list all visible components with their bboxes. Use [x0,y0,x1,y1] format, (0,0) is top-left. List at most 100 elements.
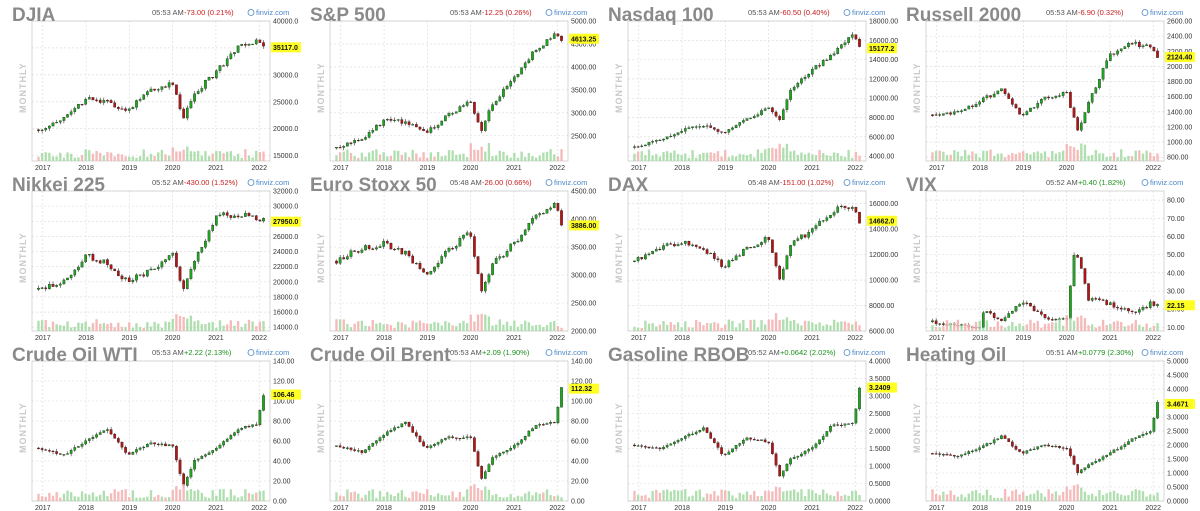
candle [109,100,113,103]
finviz-brand[interactable]: finviz.com [1150,178,1183,187]
chart-panel-gasoline-rbob[interactable]: 4.0000 3.5000 3.0000 2.5000 2.0000 1.5000 1.00… [600,341,897,511]
chart-panel-dax[interactable]: 16000.00 14000.00 12000.00 10000.00 8000.00 6… [600,171,898,342]
plot-frame [627,190,867,332]
volume-bar [255,326,258,331]
volume-bar [945,494,949,501]
period-label: MONTHLY [18,402,28,453]
volume-bar [655,153,658,161]
finviz-brand[interactable]: finviz.com [256,178,289,187]
x-tick-label: 2018 [972,335,988,342]
chart-panel-nasdaq-100[interactable]: 18000.00 16000.00 14000.00 12000.00 10000.00… [600,1,898,172]
finviz-brand[interactable]: finviz.com [852,8,885,17]
finviz-brand[interactable]: finviz.com [852,348,885,357]
chart-title[interactable]: VIX [906,175,937,196]
chart-title[interactable]: Euro Stoxx 50 [310,175,437,196]
volume-bar [840,155,843,161]
last-price-highlight [569,220,599,231]
volume-bar [811,322,814,331]
chart-title[interactable]: DJIA [12,5,56,26]
candle [713,127,716,130]
finviz-brand[interactable]: finviz.com [256,8,289,17]
volume-bar [800,325,803,331]
candle [942,323,945,325]
volume-bar [400,154,403,161]
volume-bar [255,150,258,161]
candle [1018,449,1021,452]
volume-bar [99,494,102,501]
candle [803,76,807,79]
volume-bar [429,495,433,501]
candle [814,65,818,70]
volume-bar [789,490,792,501]
candle [51,450,55,452]
chart-panel-nikkei-225[interactable]: 32000.030000.028000.026000.024000.022000… [4,171,301,342]
candle [1109,302,1112,305]
candle [207,230,211,242]
candle [218,65,222,71]
candle [542,45,545,49]
finviz-brand[interactable]: finviz.com [256,348,289,357]
candle [378,437,382,441]
volume-bar [938,495,941,501]
volume-bar [1116,320,1119,331]
volume-bar [120,326,124,331]
chart-panel-heating-oil[interactable]: 5.00004.50004.00003.50003.00002.50002.00… [898,341,1195,511]
candle [978,101,981,105]
chart-panel-crude-oil-brent[interactable]: 140.00 120.00 100.00 80.00 60.00 40.00 20.00 0.… [302,341,599,511]
chart-title[interactable]: Russell 2000 [906,5,1021,26]
candle [415,263,418,265]
candle [382,435,385,438]
chart-panel-djia[interactable]: 40000.035000.030000.025000.020000.015000… [4,1,301,172]
finviz-brand[interactable]: finviz.com [554,348,587,357]
last-price-highlight [271,389,301,400]
finviz-brand[interactable]: finviz.com [852,178,885,187]
chart-panel-euro-stoxx-50[interactable]: 4500.00 4000.00 3500.00 3000.00 2500.00 2000.… [302,171,599,342]
chart-title[interactable]: Nikkei 225 [12,175,105,196]
volume-bar [727,157,731,161]
volume-bar [436,322,440,331]
chart-panel-crude-oil-wti[interactable]: 140.00 120.00 100.00 80.00 60.00 40.00 20.00 0.… [4,341,301,511]
volume-bar [473,321,476,331]
volume-bar [498,150,501,161]
candle [200,456,204,459]
candle [91,97,95,101]
candle [938,114,942,116]
volume-bar [142,327,145,331]
y-tick-label: 60.00 [571,439,589,446]
candle [636,257,640,262]
candle [785,99,789,110]
finviz-logo-icon [545,349,553,356]
candle [698,246,702,249]
finviz-brand[interactable]: finviz.com [1150,8,1183,17]
volume-bar [44,320,47,331]
volume-bar [102,155,105,161]
finviz-brand[interactable]: finviz.com [554,8,587,17]
finviz-brand[interactable]: finviz.com [1150,348,1183,357]
chart-panel-s-p-500[interactable]: 5000.00 4500.00 4000.00 3500.00 3000.00 2500.… [302,1,599,172]
chart-title[interactable]: Crude Oil Brent [310,345,451,366]
candle [360,450,364,453]
volume-bar [847,495,850,501]
finviz-logo-icon [247,349,255,356]
chart-title[interactable]: Nasdaq 100 [608,5,714,26]
finviz-brand[interactable]: finviz.com [554,178,587,187]
candle [167,444,171,447]
change-value: -73.00 (0.21%) [184,8,234,17]
chart-title[interactable]: Crude Oil WTI [12,345,138,366]
candle [1094,87,1098,94]
chart-title[interactable]: Gasoline RBOB [608,345,749,366]
chart-title[interactable]: S&P 500 [310,5,386,26]
x-tick-label: 2017 [35,335,51,342]
chart-panel-vix[interactable]: 80.0070.0060.0050.0040.0030.0020.0010.00… [898,171,1195,342]
volume-bar [1156,153,1159,161]
y-tick-label: 4000.00 [571,64,596,71]
volume-bar [131,327,135,331]
candle [694,126,698,128]
volume-bar [1000,497,1003,501]
chart-panel-russell-2000[interactable]: 2600.002400.002200.002000.001800.001600.… [898,1,1195,172]
chart-title[interactable]: Heating Oil [906,345,1006,366]
y-tick-label: 4500.00 [571,41,596,48]
candle [985,311,989,313]
volume-bar [455,154,458,161]
chart-title[interactable]: DAX [608,175,648,196]
